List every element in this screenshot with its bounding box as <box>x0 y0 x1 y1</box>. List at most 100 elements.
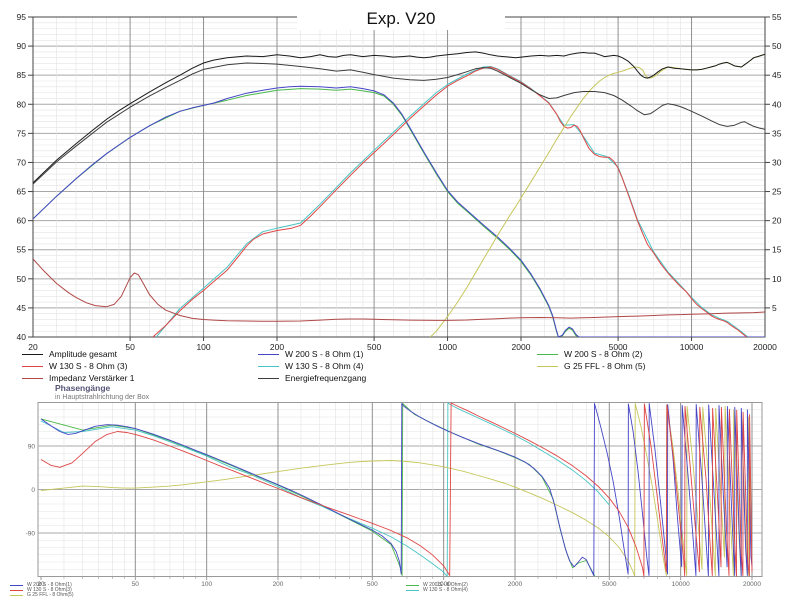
legend-item: W 200 S - 8 Ohm (1) <box>258 348 366 360</box>
phase-x-tick-label: 2000 <box>508 581 523 588</box>
phase-series-w-130-s-8-ohm-4- <box>40 402 610 577</box>
phase-y-tick-label: 0 <box>31 487 35 494</box>
legend-swatch <box>10 595 23 597</box>
legend-item: G 25 FFL - 8 Ohm(5) <box>10 593 74 598</box>
legend-item: W 130 S - 8 Ohm (3) <box>22 360 135 372</box>
legend-swatch <box>537 365 558 367</box>
y-left-tick-label: 85 <box>17 70 27 80</box>
legend-label: W 200 S - 8 Ohm (1) <box>285 349 364 359</box>
y-right-tick-label: 5 <box>772 303 777 313</box>
y-right-tick-label: 40 <box>772 99 782 109</box>
y-right-tick-label: 15 <box>772 245 782 255</box>
legend-column: W 200 S - 8 Ohm(1) W 130 S - 8 Ohm(3) G 25… <box>10 582 74 599</box>
series-amplitude-gesamt <box>33 51 765 184</box>
x-tick-label: 10000 <box>680 342 704 352</box>
x-tick-label: 2000 <box>512 342 531 352</box>
legend-label: W 200 S - 8 Ohm (2) <box>564 349 643 359</box>
x-tick-label: 20000 <box>753 342 777 352</box>
legend-swatch <box>22 377 43 379</box>
legend-item: W 200 S - 8 Ohm(2) <box>406 582 468 588</box>
legend-label: Impedanz Verstärker 1 <box>49 373 135 383</box>
legend-label: W 130 S - 8 Ohm (3) <box>49 361 128 371</box>
legend-item: G 25 FFL - 8 Ohm (5) <box>537 360 645 372</box>
series-w-200-s-8-ohm-1- <box>33 85 765 337</box>
x-tick-label: 500 <box>367 342 381 352</box>
legend-swatch <box>22 353 43 355</box>
y-right-tick-label: 25 <box>772 187 782 197</box>
x-tick-label: 1000 <box>438 342 457 352</box>
legend-swatch <box>258 353 279 355</box>
legend-label: G 25 FFL - 8 Ohm(5) <box>27 592 74 599</box>
phase-x-tick-label: 20000 <box>743 581 761 588</box>
y-left-tick-label: 45 <box>17 303 27 313</box>
series-w-200-s-8-ohm-2- <box>33 88 765 337</box>
legend-label: W 200 S - 8 Ohm(1) <box>27 582 72 588</box>
phase-x-tick-label: 20 <box>37 581 45 588</box>
phase-series <box>40 402 753 577</box>
legend-label: G 25 FFL - 8 Ohm (5) <box>564 361 646 371</box>
y-left-tick-label: 60 <box>17 216 27 226</box>
phase-x-tick-label: 10000 <box>672 581 690 588</box>
y-right-tick-label: 55 <box>772 12 782 22</box>
legend-item: W 200 S - 8 Ohm(1) <box>10 582 74 588</box>
y-right-tick-label: 30 <box>772 157 782 167</box>
y-right-tick-label: 35 <box>772 128 782 138</box>
legend-swatch <box>10 585 23 587</box>
phase-chart: 90 0 -90 20 50 100 200 500 1000 2000 5000 10000 2000… <box>26 402 763 588</box>
amplitude-impedance-chart: 95 90 85 80 75 70 65 60 55 50 45 40 55 50 45 40 35 30 25 20… <box>17 12 782 352</box>
legend-item: Amplitude gesamt <box>22 348 135 360</box>
y-right-tick-label: 10 <box>772 274 782 284</box>
x-tick-label: 200 <box>270 342 284 352</box>
legend-swatch <box>258 377 279 379</box>
series-energiefrequenzgang <box>33 62 765 185</box>
legend-column: W 200 S - 8 Ohm(2) W 130 S - 8 Ohm(4) <box>406 582 468 594</box>
series-w-130-s-8-ohm-4- <box>155 66 749 337</box>
x-tick-label: 20 <box>28 342 38 352</box>
legend-item: W 130 S - 8 Ohm (4) <box>258 360 366 372</box>
legend-column: Amplitude gesamt W 130 S - 8 Ohm (3) Imped… <box>22 348 135 384</box>
phase-y-tick-label: -90 <box>26 531 36 538</box>
y-left-tick-label: 65 <box>17 187 27 197</box>
phase-x-tick-label: 200 <box>273 581 284 588</box>
phase-x-tick-label: 50 <box>132 581 140 588</box>
phase-series-g-25-ffl-8-ohm-5- <box>40 403 753 577</box>
legend-column: W 200 S - 8 Ohm (1) W 130 S - 8 Ohm (4) En… <box>258 348 366 384</box>
phase-y-tick-label: 90 <box>28 444 36 451</box>
x-tick-label: 5000 <box>609 342 628 352</box>
phase-chart-heading: Phasengänge <box>55 383 111 393</box>
legend-item: Impedanz Verstärker 1 <box>22 372 135 384</box>
y-left-tick-label: 40 <box>17 332 27 342</box>
legend-swatch <box>10 590 23 592</box>
legend-item: W 200 S - 8 Ohm (2) <box>537 348 645 360</box>
x-tick-label: 50 <box>125 342 135 352</box>
x-tick-label: 100 <box>196 342 210 352</box>
phase-series-w-130-s-8-ohm-3- <box>40 402 753 577</box>
chart-title: Exp. V20 <box>297 8 505 30</box>
series-w-130-s-8-ohm-3- <box>152 66 748 337</box>
legend-swatch <box>258 365 279 367</box>
legend-swatch <box>406 585 419 587</box>
phase-x-tick-label: 100 <box>201 581 212 588</box>
y-left-tick-label: 55 <box>17 245 27 255</box>
phase-x-tick-label: 1000 <box>436 581 451 588</box>
phase-chart-header: Phasengänge in Hauptstrahlrichtung der B… <box>55 384 149 402</box>
legend-column: W 200 S - 8 Ohm (2) G 25 FFL - 8 Ohm (5) <box>537 348 645 372</box>
legend-item: Energiefrequenzgang <box>258 372 366 384</box>
legend-label: W 200 S - 8 Ohm(2) <box>423 582 468 588</box>
phase-x-tick-label: 500 <box>367 581 378 588</box>
y-right-tick-label: 20 <box>772 216 782 226</box>
phase-x-tick-label: 5000 <box>602 581 617 588</box>
legend-label: W 130 S - 8 Ohm(4) <box>423 587 468 594</box>
legend-label: W 130 S - 8 Ohm(3) <box>27 587 72 594</box>
series-g-25-ffl-8-ohm-5- <box>429 53 765 337</box>
legend-item: W 130 S - 8 Ohm(3) <box>10 587 74 594</box>
legend-swatch <box>537 353 558 355</box>
y-right-tick-label: 50 <box>772 41 782 51</box>
y-right-tick-label: 45 <box>772 70 782 80</box>
legend-swatch <box>406 590 419 592</box>
legend-label: W 130 S - 8 Ohm (4) <box>285 361 364 371</box>
phase-chart-subheading: in Hauptstrahlrichtung der Box <box>55 394 150 401</box>
legend-label: Amplitude gesamt <box>49 349 118 359</box>
